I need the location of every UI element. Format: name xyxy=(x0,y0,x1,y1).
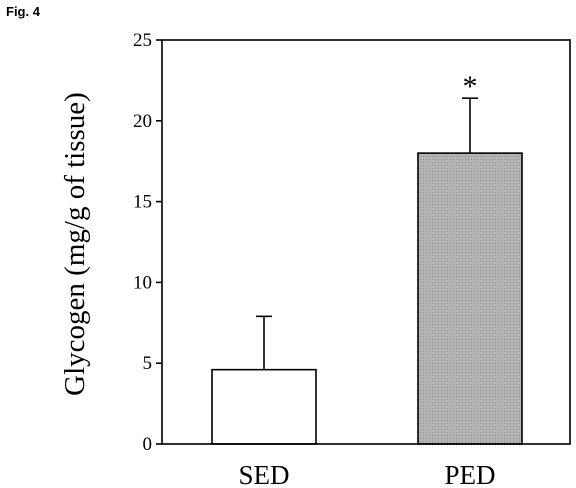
y-tick-label: 20 xyxy=(133,111,152,132)
plot-frame xyxy=(161,39,571,445)
y-tick-label: 15 xyxy=(133,192,152,213)
figure-label: Fig. 4 xyxy=(6,4,40,19)
y-axis-label: Glycogen (mg/g of tissue) xyxy=(59,92,91,396)
significance-marker-ped: * xyxy=(463,70,478,103)
y-tick-label: 25 xyxy=(133,30,152,51)
y-tick-label: 10 xyxy=(133,272,152,293)
y-tick-label: 5 xyxy=(143,353,153,374)
bar-ped xyxy=(417,152,523,445)
bar-sed xyxy=(211,368,317,445)
x-tick-label-sed: SED xyxy=(238,460,289,488)
x-tick-label-ped: PED xyxy=(444,460,495,488)
y-tick-label: 0 xyxy=(143,434,153,455)
